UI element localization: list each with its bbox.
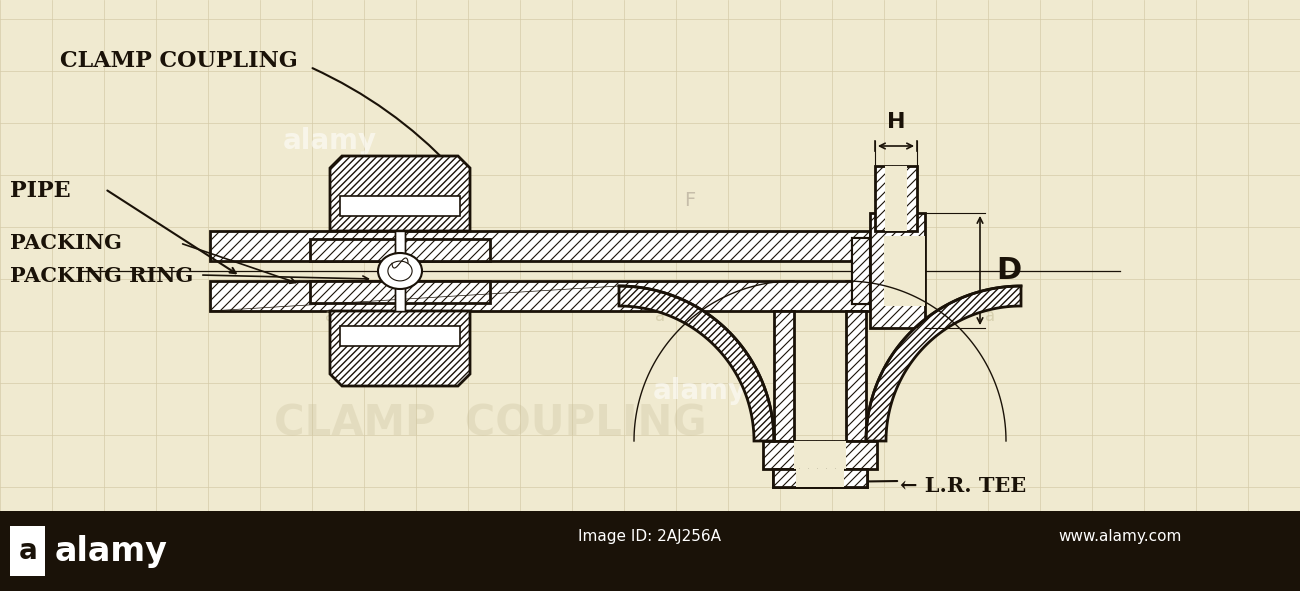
Bar — [395, 231, 406, 311]
Bar — [852, 238, 870, 304]
Polygon shape — [330, 311, 471, 386]
Text: E: E — [855, 239, 867, 257]
Ellipse shape — [378, 253, 422, 289]
Bar — [870, 213, 926, 328]
Text: www.alamy.com: www.alamy.com — [1058, 528, 1182, 544]
Text: D: D — [996, 256, 1022, 285]
Text: a: a — [985, 307, 994, 325]
Bar — [846, 311, 866, 441]
Text: CLAMP  COUPLING: CLAMP COUPLING — [274, 402, 706, 444]
Bar — [852, 238, 870, 304]
Bar — [341, 326, 460, 346]
Bar — [211, 231, 870, 261]
Text: H: H — [887, 112, 905, 132]
Text: alamy: alamy — [283, 127, 377, 155]
Text: F: F — [684, 191, 696, 210]
Text: ← L.R. TEE: ← L.R. TEE — [900, 476, 1026, 496]
Text: PACKING RING: PACKING RING — [10, 266, 194, 286]
Text: alamy: alamy — [653, 377, 748, 405]
Bar — [309, 281, 490, 303]
Bar — [875, 166, 916, 231]
Bar — [794, 441, 846, 469]
Ellipse shape — [387, 261, 412, 281]
Text: PACKING: PACKING — [10, 233, 122, 253]
Text: Image ID: 2AJ256A: Image ID: 2AJ256A — [578, 528, 722, 544]
Bar — [774, 469, 867, 487]
Bar — [0, 511, 1300, 591]
Bar — [309, 239, 490, 261]
Text: a: a — [325, 307, 335, 325]
Bar — [763, 441, 878, 469]
Bar — [884, 236, 926, 306]
Bar — [10, 526, 46, 576]
Text: a: a — [655, 307, 666, 325]
Polygon shape — [866, 286, 1020, 441]
Polygon shape — [619, 286, 774, 441]
Text: alamy: alamy — [55, 534, 168, 567]
Bar — [341, 196, 460, 216]
Bar — [796, 469, 844, 487]
Text: PIPE: PIPE — [10, 180, 70, 202]
Bar — [211, 281, 870, 311]
Text: a: a — [18, 537, 38, 565]
Bar — [885, 166, 907, 231]
Polygon shape — [330, 156, 471, 231]
Text: CLAMP COUPLING: CLAMP COUPLING — [60, 50, 298, 72]
Bar — [774, 469, 867, 487]
Bar — [774, 311, 794, 441]
